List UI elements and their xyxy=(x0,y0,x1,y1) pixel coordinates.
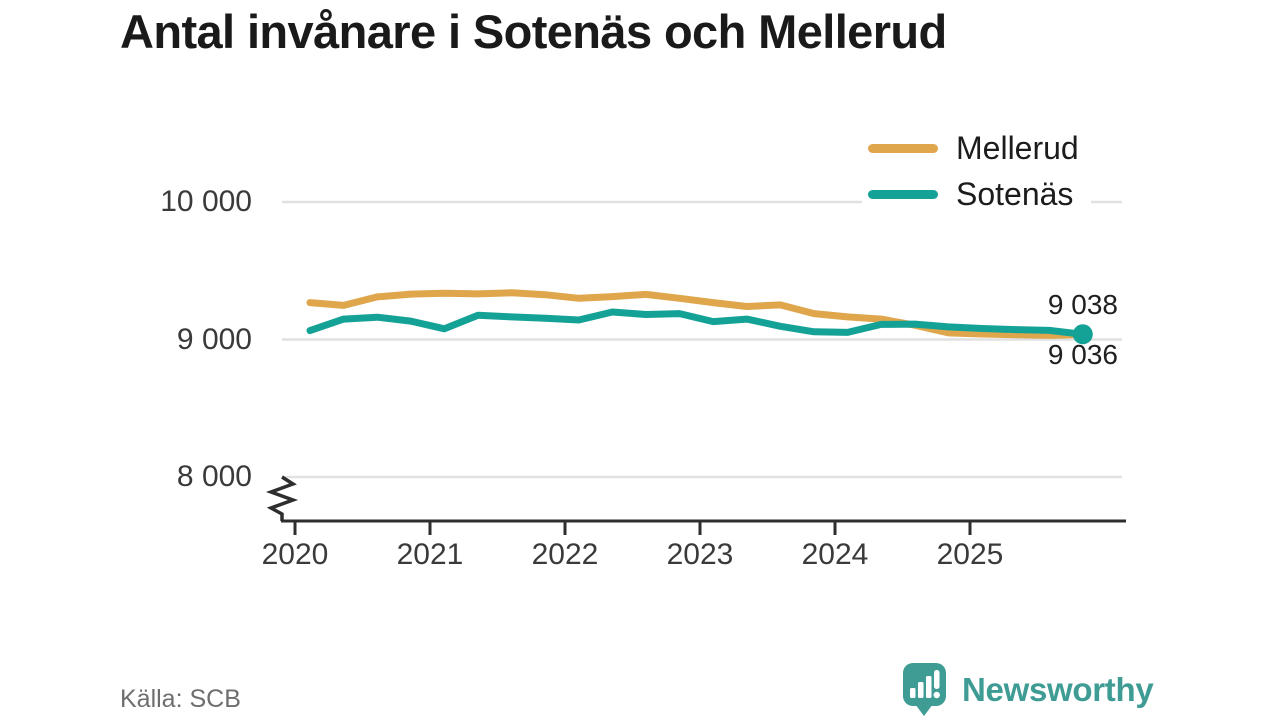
legend-label-mellerud: Mellerud xyxy=(956,130,1079,166)
legend-swatch-mellerud xyxy=(868,144,938,153)
end-value-sotenas: 9 038 xyxy=(1047,289,1118,320)
x-tick-label: 2022 xyxy=(531,538,599,571)
end-value-mellerud: 9 036 xyxy=(1047,339,1118,370)
line-sotenas xyxy=(306,308,1087,338)
y-axis-break-icon xyxy=(265,475,299,521)
brand-name: Newsworthy xyxy=(962,671,1154,708)
y-tick-label: 9 000 xyxy=(176,322,252,356)
y-tick-label: 10 000 xyxy=(160,185,252,218)
chart-title: Antal invånare i Sotenäs och Mellerud xyxy=(120,5,947,58)
legend-item-mellerud: Mellerud xyxy=(862,127,1091,170)
source-note: Källa: SCB xyxy=(120,685,241,713)
legend: Mellerud Sotenäs xyxy=(862,127,1091,216)
newsworthy-logo-icon xyxy=(903,663,946,716)
x-tick-label: 2023 xyxy=(666,538,734,571)
brand-footer: Newsworthy xyxy=(902,663,1154,717)
legend-swatch-sotenas xyxy=(868,190,938,199)
x-tick-label: 2025 xyxy=(936,538,1004,571)
y-tick-label: 8 000 xyxy=(176,460,252,493)
legend-label-sotenas: Sotenäs xyxy=(956,176,1074,212)
x-tick-label: 2021 xyxy=(396,538,464,571)
line-mellerud xyxy=(306,289,1087,339)
legend-item-sotenas: Sotenäs xyxy=(862,173,1091,216)
x-tick-label: 2024 xyxy=(801,538,869,571)
x-tick-label: 2020 xyxy=(261,538,329,571)
end-dot-sotenas xyxy=(1072,324,1093,345)
